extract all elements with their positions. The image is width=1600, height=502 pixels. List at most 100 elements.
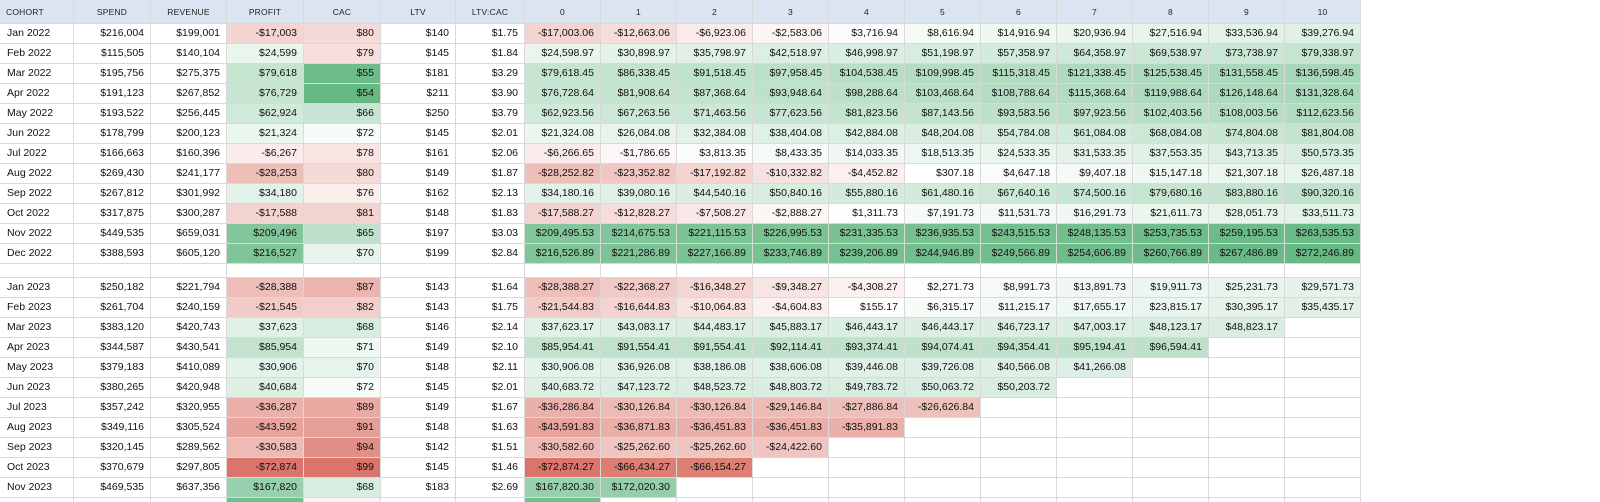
ltv-cell[interactable]: $148 xyxy=(381,204,456,224)
cac-cell[interactable]: $72 xyxy=(304,378,381,398)
month-8-cell[interactable] xyxy=(1133,358,1209,378)
month-7-cell[interactable] xyxy=(1057,418,1133,438)
column-header-month-6[interactable]: 6 xyxy=(981,0,1057,24)
month-9-cell[interactable] xyxy=(1209,458,1285,478)
cohort-cell[interactable]: Nov 2022 xyxy=(0,224,74,244)
month-1-cell[interactable]: -$12,828.27 xyxy=(601,204,677,224)
ltv-cac-cell[interactable]: $1.67 xyxy=(456,398,525,418)
month-4-cell[interactable]: $42,884.08 xyxy=(829,124,905,144)
spacer-cell[interactable] xyxy=(753,264,829,278)
month-5-cell[interactable] xyxy=(905,478,981,498)
month-1-cell[interactable]: $47,123.72 xyxy=(601,378,677,398)
month-2-cell[interactable]: $3,813.35 xyxy=(677,144,753,164)
month-3-cell[interactable]: -$2,888.27 xyxy=(753,204,829,224)
revenue-cell[interactable]: $221,794 xyxy=(151,278,227,298)
month-5-cell[interactable]: $109,998.45 xyxy=(905,64,981,84)
month-7-cell[interactable]: $41,266.08 xyxy=(1057,358,1133,378)
spacer-cell[interactable] xyxy=(905,264,981,278)
month-5-cell[interactable]: $50,063.72 xyxy=(905,378,981,398)
profit-cell[interactable]: $76,729 xyxy=(227,84,304,104)
month-8-cell[interactable] xyxy=(1133,398,1209,418)
month-4-cell[interactable]: $81,823.56 xyxy=(829,104,905,124)
spend-cell[interactable]: $191,123 xyxy=(74,84,151,104)
month-1-cell[interactable]: $30,898.97 xyxy=(601,44,677,64)
month-2-cell[interactable]: $87,368.64 xyxy=(677,84,753,104)
ltv-cac-cell[interactable]: $1.75 xyxy=(456,24,525,44)
month-0-cell[interactable]: $209,495.53 xyxy=(525,224,601,244)
column-header-ltv-cac[interactable]: LTV:CAC xyxy=(456,0,525,24)
cac-cell[interactable]: $72 xyxy=(304,124,381,144)
spend-cell[interactable]: $370,679 xyxy=(74,458,151,478)
revenue-cell[interactable]: $420,948 xyxy=(151,378,227,398)
spend-cell[interactable]: $380,265 xyxy=(74,378,151,398)
column-header-cac[interactable]: CAC xyxy=(304,0,381,24)
month-8-cell[interactable]: $37,553.35 xyxy=(1133,144,1209,164)
month-9-cell[interactable]: $28,051.73 xyxy=(1209,204,1285,224)
month-1-cell[interactable]: $26,084.08 xyxy=(601,124,677,144)
month-9-cell[interactable]: $33,536.94 xyxy=(1209,24,1285,44)
cohort-cell[interactable]: Dec 2023 xyxy=(0,498,74,502)
month-10-cell[interactable] xyxy=(1285,498,1361,502)
month-4-cell[interactable] xyxy=(829,478,905,498)
month-1-cell[interactable]: -$66,434.27 xyxy=(601,458,677,478)
month-10-cell[interactable]: $136,598.45 xyxy=(1285,64,1361,84)
revenue-cell[interactable]: $637,356 xyxy=(151,478,227,498)
month-0-cell[interactable]: $34,180.16 xyxy=(525,184,601,204)
month-7-cell[interactable]: $47,003.17 xyxy=(1057,318,1133,338)
ltv-cac-cell[interactable]: $3.29 xyxy=(456,64,525,84)
revenue-cell[interactable]: $410,089 xyxy=(151,358,227,378)
month-8-cell[interactable]: $69,538.97 xyxy=(1133,44,1209,64)
month-1-cell[interactable]: $81,908.64 xyxy=(601,84,677,104)
month-4-cell[interactable]: $104,538.45 xyxy=(829,64,905,84)
month-5-cell[interactable] xyxy=(905,458,981,478)
cac-cell[interactable]: $87 xyxy=(304,278,381,298)
month-1-cell[interactable]: -$36,871.83 xyxy=(601,418,677,438)
month-5-cell[interactable]: $244,946.89 xyxy=(905,244,981,264)
month-6-cell[interactable]: $40,566.08 xyxy=(981,358,1057,378)
month-2-cell[interactable]: $32,384.08 xyxy=(677,124,753,144)
profit-cell[interactable]: -$28,253 xyxy=(227,164,304,184)
spend-cell[interactable]: $216,004 xyxy=(74,24,151,44)
revenue-cell[interactable]: $199,001 xyxy=(151,24,227,44)
month-7-cell[interactable]: $95,194.41 xyxy=(1057,338,1133,358)
profit-cell[interactable]: $79,618 xyxy=(227,64,304,84)
ltv-cac-cell[interactable]: $2.10 xyxy=(456,338,525,358)
month-6-cell[interactable] xyxy=(981,478,1057,498)
month-0-cell[interactable]: $167,820.30 xyxy=(525,478,601,498)
profit-cell[interactable]: $40,684 xyxy=(227,378,304,398)
profit-cell[interactable]: $167,820 xyxy=(227,478,304,498)
ltv-cell[interactable]: $140 xyxy=(381,24,456,44)
month-6-cell[interactable]: $54,784.08 xyxy=(981,124,1057,144)
cohort-cell[interactable]: Nov 2023 xyxy=(0,478,74,498)
cac-cell[interactable]: $82 xyxy=(304,298,381,318)
cohort-cell[interactable]: Sep 2023 xyxy=(0,438,74,458)
column-header-month-1[interactable]: 1 xyxy=(601,0,677,24)
spend-cell[interactable]: $349,116 xyxy=(74,418,151,438)
ltv-cac-cell[interactable]: $2.55 xyxy=(456,498,525,502)
spend-cell[interactable]: $115,505 xyxy=(74,44,151,64)
month-8-cell[interactable]: $96,594.41 xyxy=(1133,338,1209,358)
cohort-cell[interactable]: Jun 2022 xyxy=(0,124,74,144)
ltv-cac-cell[interactable]: $2.84 xyxy=(456,244,525,264)
ltv-cell[interactable]: $142 xyxy=(381,438,456,458)
month-8-cell[interactable]: $27,516.94 xyxy=(1133,24,1209,44)
month-4-cell[interactable]: $46,998.97 xyxy=(829,44,905,64)
spacer-cell[interactable] xyxy=(829,264,905,278)
month-9-cell[interactable] xyxy=(1209,398,1285,418)
spacer-cell[interactable] xyxy=(1133,264,1209,278)
cac-cell[interactable]: $65 xyxy=(304,224,381,244)
profit-cell[interactable]: $85,954 xyxy=(227,338,304,358)
month-5-cell[interactable]: $48,204.08 xyxy=(905,124,981,144)
cohort-cell[interactable]: Sep 2022 xyxy=(0,184,74,204)
month-2-cell[interactable]: $44,540.16 xyxy=(677,184,753,204)
month-10-cell[interactable]: $112,623.56 xyxy=(1285,104,1361,124)
month-10-cell[interactable] xyxy=(1285,318,1361,338)
month-10-cell[interactable]: $272,246.89 xyxy=(1285,244,1361,264)
month-6-cell[interactable]: $8,991.73 xyxy=(981,278,1057,298)
month-6-cell[interactable]: $14,916.94 xyxy=(981,24,1057,44)
spend-cell[interactable]: $320,145 xyxy=(74,438,151,458)
cohort-cell[interactable]: Aug 2022 xyxy=(0,164,74,184)
month-8-cell[interactable]: $102,403.56 xyxy=(1133,104,1209,124)
month-9-cell[interactable]: $43,713.35 xyxy=(1209,144,1285,164)
spacer-cell[interactable] xyxy=(525,264,601,278)
